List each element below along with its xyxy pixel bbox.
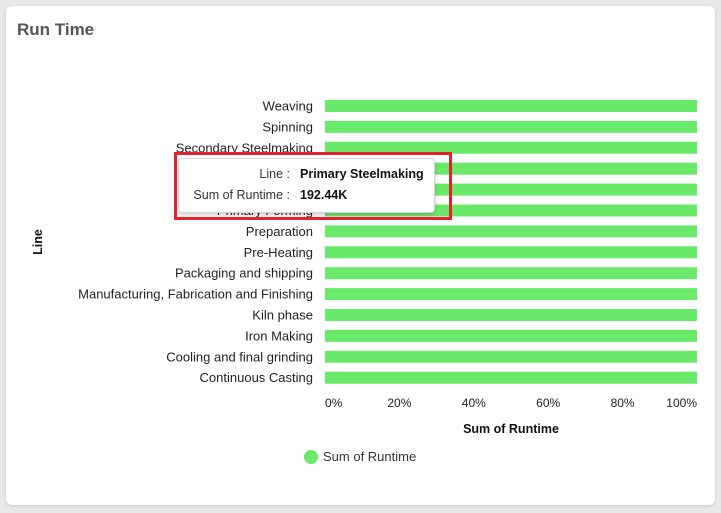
- category-label: Packaging and shipping: [175, 266, 313, 281]
- x-tick-label: 20%: [387, 396, 411, 410]
- category-label: Weaving: [263, 99, 313, 114]
- x-tick-label: 0%: [325, 396, 343, 410]
- x-tick-label: 80%: [611, 396, 635, 410]
- category-label: Cooling and final grinding: [166, 349, 313, 364]
- bar-manufacturing-fabrication-and-finishing[interactable]: [325, 288, 697, 301]
- bar-continuous-casting[interactable]: [325, 371, 697, 384]
- category-label: Preparation: [246, 224, 313, 239]
- tooltip-key-runtime: Sum of Runtime :: [193, 188, 290, 202]
- category-label: Spinning: [262, 119, 313, 134]
- category-label: Pre-Heating: [244, 245, 313, 260]
- category-label: Continuous Casting: [200, 370, 313, 385]
- x-tick-label: 40%: [462, 396, 486, 410]
- tooltip-highlight-box: [174, 152, 452, 220]
- bar-pre-heating[interactable]: [325, 246, 697, 259]
- tooltip-value-runtime: 192.44K: [300, 188, 348, 202]
- bar-preparation[interactable]: [325, 225, 697, 238]
- x-axis-title: Sum of Runtime: [463, 422, 559, 436]
- category-label: Iron Making: [245, 328, 313, 343]
- bar-kiln-phase[interactable]: [325, 309, 697, 321]
- legend-label: Sum of Runtime: [323, 449, 417, 464]
- tooltip-row-line: Line : Primary Steelmaking: [179, 167, 434, 185]
- x-tick-label: 60%: [536, 396, 560, 410]
- chart-tooltip: Line : Primary Steelmaking Sum of Runtim…: [178, 158, 435, 213]
- legend-marker: [304, 449, 318, 464]
- bar-iron-making[interactable]: [325, 329, 697, 342]
- bar-secondary-steelmaking[interactable]: [325, 141, 697, 154]
- bar-weaving[interactable]: [325, 100, 697, 112]
- bar-cooling-and-final-grinding[interactable]: [325, 350, 697, 363]
- tooltip-row-runtime: Sum of Runtime : 192.44K: [179, 188, 434, 206]
- tooltip-key-line: Line :: [259, 167, 290, 181]
- bar-packaging-and-shipping[interactable]: [325, 267, 697, 280]
- y-axis-title: Line: [31, 229, 45, 255]
- category-label: Manufacturing, Fabrication and Finishing: [78, 287, 313, 302]
- category-label: Secondary Steelmaking: [176, 140, 313, 155]
- card-title: Run Time: [17, 20, 95, 39]
- x-tick-label: 100%: [666, 396, 697, 410]
- bar-spinning[interactable]: [325, 120, 697, 133]
- tooltip-value-line: Primary Steelmaking: [300, 167, 424, 181]
- category-label: Kiln phase: [252, 308, 313, 323]
- chart-legend[interactable]: Sum of Runtime: [304, 449, 416, 464]
